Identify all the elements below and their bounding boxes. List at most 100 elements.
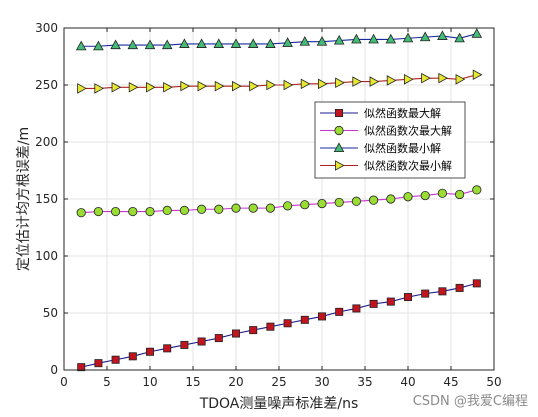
x-tick-label: 40 bbox=[400, 375, 415, 389]
legend-entry: 似然函数最小解 bbox=[320, 141, 441, 155]
data-point bbox=[283, 79, 294, 91]
data-point bbox=[472, 279, 481, 288]
data-point bbox=[369, 299, 378, 308]
data-point bbox=[317, 78, 328, 90]
legend-entry: 似然函数最大解 bbox=[320, 106, 441, 120]
data-point bbox=[111, 206, 121, 217]
legend-marker bbox=[334, 125, 344, 136]
data-point bbox=[128, 82, 139, 93]
data-point bbox=[197, 337, 206, 346]
data-point bbox=[213, 38, 225, 48]
y-tick-label: 200 bbox=[35, 135, 58, 149]
data-point bbox=[128, 352, 137, 361]
data-point bbox=[335, 77, 345, 88]
data-point bbox=[77, 363, 86, 372]
data-point bbox=[75, 40, 87, 51]
y-tick-label: 0 bbox=[50, 363, 58, 377]
data-point bbox=[402, 32, 414, 43]
x-tick-label: 10 bbox=[142, 375, 157, 389]
x-tick-label: 25 bbox=[271, 375, 286, 389]
data-point bbox=[247, 38, 259, 48]
data-point bbox=[265, 38, 276, 48]
data-point bbox=[128, 206, 138, 217]
data-point bbox=[214, 80, 225, 92]
data-point bbox=[283, 319, 292, 328]
data-point bbox=[454, 189, 465, 200]
data-point bbox=[127, 39, 139, 50]
data-point bbox=[248, 203, 258, 213]
data-point bbox=[231, 329, 240, 338]
y-tick-label: 100 bbox=[35, 249, 58, 263]
data-point bbox=[197, 204, 207, 214]
data-point bbox=[421, 289, 430, 298]
data-point bbox=[145, 82, 156, 93]
series-1 bbox=[77, 279, 481, 372]
data-point bbox=[111, 82, 122, 93]
data-point bbox=[162, 205, 172, 215]
data-point bbox=[403, 293, 412, 302]
data-point bbox=[265, 203, 275, 213]
data-point bbox=[438, 72, 449, 84]
legend-label: 似然函数次最大解 bbox=[364, 124, 452, 138]
y-tick-label: 150 bbox=[35, 192, 58, 206]
data-point bbox=[282, 37, 293, 47]
data-point bbox=[214, 204, 224, 214]
legend-entry: 似然函数次最大解 bbox=[320, 124, 452, 138]
data-point bbox=[163, 82, 173, 93]
data-point bbox=[437, 188, 447, 198]
ticks: 0 5 10 15 20 25 30 35 40 45 50 0 50 100 150 200 250 300 bbox=[35, 21, 502, 389]
data-point bbox=[300, 200, 310, 210]
data-point bbox=[454, 32, 465, 43]
legend-label: 似然函数最小解 bbox=[364, 141, 441, 155]
data-point bbox=[351, 33, 362, 44]
data-point bbox=[180, 340, 189, 349]
data-point bbox=[249, 326, 258, 335]
data-point bbox=[300, 78, 311, 90]
series-group bbox=[75, 28, 483, 372]
data-point bbox=[231, 80, 242, 92]
series-3 bbox=[75, 28, 483, 51]
data-point bbox=[317, 198, 327, 209]
data-point bbox=[472, 185, 482, 195]
legend-marker bbox=[333, 142, 345, 153]
data-point bbox=[282, 201, 293, 211]
data-point bbox=[403, 74, 414, 85]
data-point bbox=[93, 206, 104, 217]
series-4 bbox=[77, 69, 483, 94]
data-point bbox=[93, 40, 104, 51]
data-point bbox=[385, 33, 397, 44]
data-point bbox=[299, 36, 311, 46]
x-tick-label: 0 bbox=[60, 375, 68, 389]
watermark: CSDN @我爱C编程 bbox=[412, 394, 528, 409]
data-point bbox=[197, 80, 208, 92]
data-point bbox=[334, 197, 344, 208]
data-point bbox=[368, 33, 379, 44]
data-point bbox=[111, 355, 120, 364]
data-point bbox=[471, 28, 483, 38]
legend-entry: 似然函数次最小解 bbox=[320, 159, 452, 173]
data-point bbox=[369, 76, 380, 87]
data-point bbox=[352, 76, 363, 87]
data-point bbox=[421, 72, 431, 84]
y-tick-label: 300 bbox=[35, 21, 58, 35]
legend-marker bbox=[334, 109, 343, 118]
legend-label: 似然函数最大解 bbox=[364, 106, 441, 120]
data-point bbox=[352, 304, 361, 313]
data-point bbox=[316, 36, 328, 46]
data-point bbox=[161, 39, 173, 50]
data-point bbox=[76, 208, 86, 218]
x-axis-label: TDOA测量噪声标准差/ns bbox=[199, 396, 359, 412]
data-point bbox=[386, 194, 396, 204]
legend-label: 似然函数次最小解 bbox=[364, 159, 452, 173]
data-point bbox=[94, 83, 105, 94]
data-point bbox=[386, 75, 397, 86]
data-point bbox=[351, 196, 361, 206]
data-point bbox=[438, 287, 447, 296]
data-point bbox=[368, 195, 379, 205]
series-2 bbox=[76, 185, 482, 218]
data-point bbox=[179, 38, 190, 48]
data-point bbox=[437, 30, 448, 40]
data-point bbox=[214, 334, 223, 343]
data-point bbox=[94, 359, 103, 368]
